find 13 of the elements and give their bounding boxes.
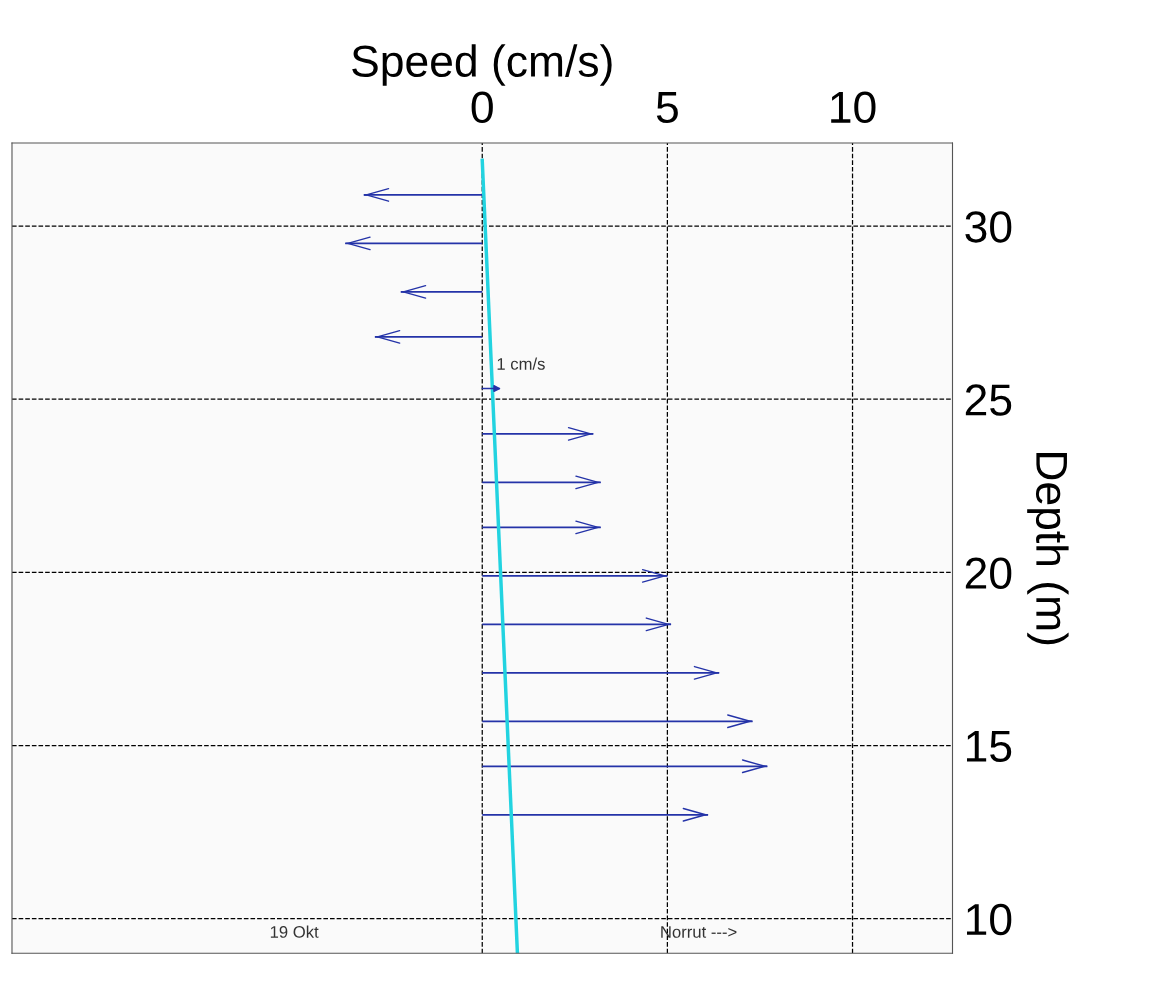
x-tick-label: 10 (831, 91, 876, 124)
y-axis-title: Depth (m) (1027, 453, 1069, 645)
y-tick-label: 10 (967, 903, 1012, 936)
annotation: Norrut ---> (661, 926, 737, 938)
y-tick-label: 30 (965, 211, 1012, 243)
y-tick-label: 25 (965, 384, 1012, 416)
x-tick-label: 0 (471, 91, 493, 124)
y-tick-label: 15 (967, 731, 1012, 763)
annotation: 1 cm/s (497, 357, 545, 370)
x-axis-title: Speed (cm/s) (352, 44, 612, 86)
annotation: 19 Okt (270, 925, 319, 938)
x-tick-label: 5 (656, 92, 678, 124)
y-tick-label: 20 (965, 557, 1012, 589)
